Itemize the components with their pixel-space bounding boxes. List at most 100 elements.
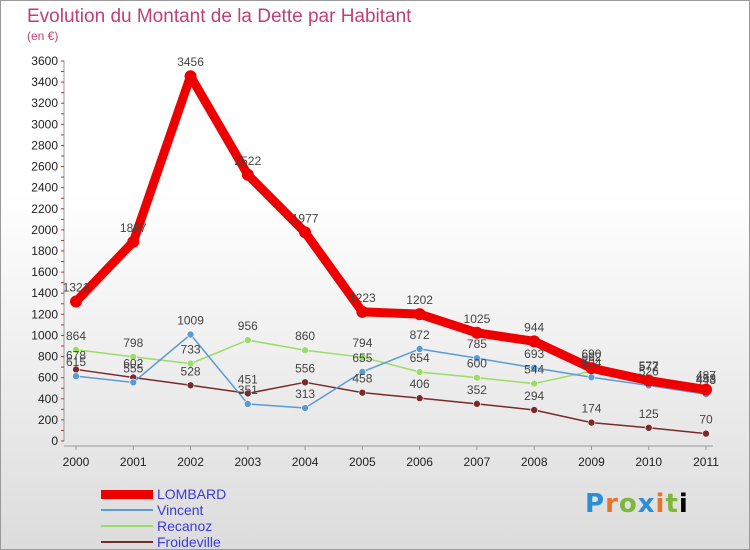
legend-label-froideville: Froideville [157,534,221,550]
data-point [356,305,369,318]
data-label: 443 [696,373,716,387]
legend-swatch-froideville [101,541,153,543]
data-point [473,400,481,408]
data-point [299,226,312,239]
series-line-vincent [75,333,707,409]
chart-title: Evolution du Montant de la Dette par Hab… [27,6,412,27]
y-tick-label: 1200 [31,307,58,321]
data-point [473,373,481,382]
proxiti-logo: Proxiti [585,489,689,519]
data-point [241,168,254,181]
data-label: 526 [639,364,659,378]
legend: LOMBARD Vincent Recanoz Froideville [101,486,226,550]
y-tick-label: 1000 [31,328,58,342]
data-label: 313 [295,387,315,401]
data-label: 487 [696,369,716,383]
data-point [127,235,140,248]
series-line-recanoz [75,339,707,394]
data-label: 1977 [292,211,319,225]
data-label: 1009 [177,313,204,327]
data-point [72,372,80,380]
y-tick-label: 3000 [31,117,58,131]
data-point [644,424,653,432]
logo-letter: o [618,489,638,519]
data-label: 125 [639,407,659,421]
data-point [301,404,309,412]
data-label: 1202 [406,293,433,307]
data-point [72,345,80,354]
data-point [415,345,424,353]
data-label: 528 [181,364,201,378]
y-tick-label: 200 [38,413,58,427]
legend-label-vincent: Vincent [157,502,204,518]
logo-letter: t [665,489,679,519]
logo-letter: r [605,489,619,519]
y-tick-label: 3400 [31,75,58,89]
data-point [700,383,712,396]
x-tick-label: 2003 [234,455,261,469]
legend-label-lombard: LOMBARD [157,486,227,502]
data-point [473,354,481,362]
data-point [301,346,309,355]
data-point [186,359,195,368]
data-point [244,389,252,398]
y-tick-label: 3600 [31,54,58,68]
data-point [358,368,367,376]
data-label: 794 [352,336,372,350]
data-point [244,336,252,344]
data-point [358,388,367,397]
data-point [129,378,138,387]
y-tick-label: 2000 [31,223,58,237]
data-label: 604 [581,356,601,370]
data-label: 2522 [234,154,261,168]
data-point [642,374,655,387]
data-label: 1321 [63,281,90,295]
x-tick-label: 2007 [464,455,491,469]
data-label: 785 [467,337,487,351]
data-label: 944 [524,320,544,334]
legend-swatch-lombard [101,489,153,499]
data-label: 733 [181,343,201,357]
data-point [129,352,138,361]
data-point [186,330,195,339]
data-point [587,418,596,427]
legend-swatch-recanoz [101,525,153,527]
data-label: 351 [238,383,258,397]
x-tick-label: 2010 [635,455,662,469]
y-tick-label: 3200 [31,96,58,110]
y-tick-label: 2800 [31,138,58,152]
legend-item-vincent: Vincent [101,502,226,518]
y-tick-label: 1400 [31,286,58,300]
data-label: 544 [524,363,544,377]
y-tick-label: 2400 [31,181,58,195]
data-point [244,400,252,408]
chart-subtitle: (en €) [27,29,59,43]
data-label: 451 [238,372,258,386]
y-tick-label: 800 [38,350,58,364]
data-point [530,364,538,372]
data-point [358,353,367,361]
data-label: 3456 [177,55,204,69]
data-label: 602 [123,356,143,370]
data-label: 662 [581,350,601,364]
data-label: 860 [295,329,315,343]
x-tick-label: 2009 [578,455,605,469]
x-tick-label: 2002 [177,455,204,469]
y-tick-label: 1800 [31,244,58,258]
data-label: 872 [410,328,430,342]
data-point [301,378,309,387]
data-label: 678 [66,348,86,362]
logo-letter: P [585,489,606,519]
data-label: 1887 [120,221,147,235]
data-point [70,295,82,308]
data-label: 294 [524,389,544,403]
data-point [470,326,483,339]
data-point [528,335,541,348]
data-label: 1025 [464,312,491,326]
data-point [415,368,424,376]
y-tick-label: 600 [38,371,58,385]
x-tick-label: 2008 [521,455,548,469]
x-tick-label: 2006 [406,455,433,469]
x-tick-label: 2001 [120,455,147,469]
